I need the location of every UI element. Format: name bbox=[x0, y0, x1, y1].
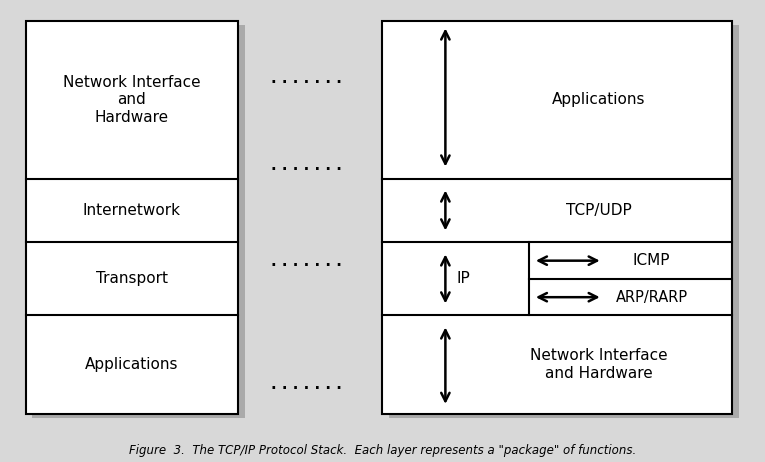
Text: TCP/UDP: TCP/UDP bbox=[566, 203, 632, 218]
Bar bbox=[389, 25, 739, 418]
Text: ARP/RARP: ARP/RARP bbox=[615, 290, 688, 304]
Text: Internetwork: Internetwork bbox=[83, 203, 181, 218]
Text: Transport: Transport bbox=[96, 272, 168, 286]
Text: ICMP: ICMP bbox=[633, 253, 670, 268]
Bar bbox=[382, 21, 732, 413]
Text: · · · · · · ·: · · · · · · · bbox=[271, 75, 342, 90]
Text: · · · · · · ·: · · · · · · · bbox=[271, 381, 342, 396]
Text: Network Interface
and
Hardware: Network Interface and Hardware bbox=[63, 75, 200, 125]
Bar bbox=[32, 25, 245, 418]
Text: Network Interface
and Hardware: Network Interface and Hardware bbox=[530, 348, 668, 381]
Text: IP: IP bbox=[457, 272, 470, 286]
Text: · · · · · · ·: · · · · · · · bbox=[271, 162, 342, 177]
Text: · · · · · · ·: · · · · · · · bbox=[271, 258, 342, 273]
Bar bbox=[25, 21, 238, 413]
Text: Applications: Applications bbox=[552, 92, 646, 107]
Text: Figure  3.  The TCP/IP Protocol Stack.  Each layer represents a "package" of fun: Figure 3. The TCP/IP Protocol Stack. Eac… bbox=[129, 444, 636, 457]
Text: Applications: Applications bbox=[85, 357, 179, 372]
